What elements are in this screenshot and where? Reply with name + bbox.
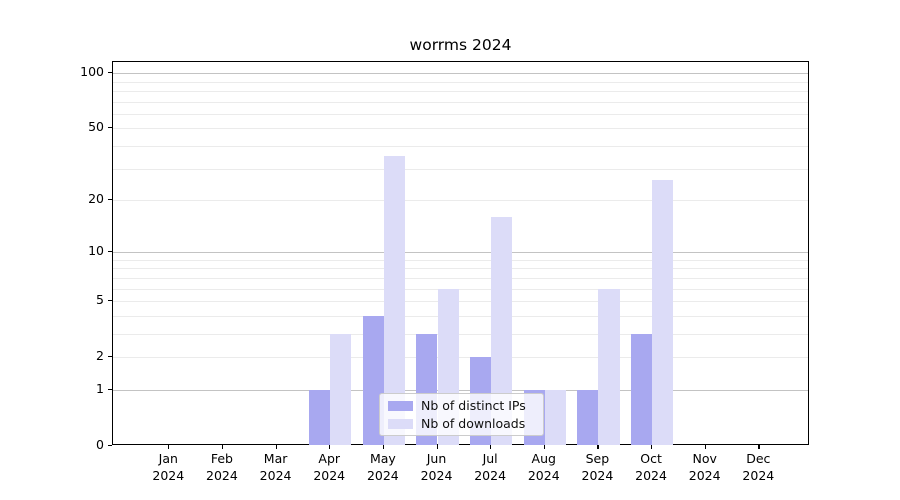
gridline-major — [113, 73, 808, 75]
x-tick-label: Feb 2024 — [206, 451, 238, 483]
legend: Nb of distinct IPs Nb of downloads — [379, 393, 544, 436]
gridline-minor — [113, 145, 808, 147]
gridline-minor — [113, 315, 808, 317]
x-tick-label: Jun 2024 — [420, 451, 453, 483]
bar-distinct-ips-oct — [630, 333, 653, 445]
x-tick-mark — [168, 445, 170, 449]
x-tick-mark — [543, 445, 545, 449]
y-tick-mark — [108, 72, 112, 74]
bar-downloads-apr — [330, 333, 352, 445]
x-tick-mark — [490, 445, 492, 449]
y-tick-label: 10 — [88, 243, 104, 259]
y-tick-label: 1 — [96, 380, 104, 396]
gridline-minor — [113, 81, 808, 83]
x-tick-label: May 2024 — [366, 451, 399, 483]
gridline-minor — [113, 259, 808, 261]
x-tick-mark — [597, 445, 599, 449]
x-tick-mark — [651, 445, 653, 449]
y-tick-label: 5 — [96, 292, 104, 308]
x-tick-mark — [704, 445, 706, 449]
y-tick-mark — [108, 127, 112, 129]
bar-downloads-sep — [598, 288, 620, 445]
bar-downloads-may — [383, 156, 406, 445]
x-tick-label: Jan 2024 — [152, 451, 185, 483]
x-tick-label: Oct 2024 — [635, 451, 667, 483]
gridline-major — [113, 389, 808, 391]
gridline-minor — [113, 288, 808, 290]
legend-entry-distinct-ips: Nb of distinct IPs — [388, 398, 535, 413]
gridline-minor — [113, 90, 808, 92]
y-tick-mark — [108, 388, 112, 391]
legend-label-distinct-ips: Nb of distinct IPs — [421, 398, 526, 413]
gridline-major — [113, 252, 808, 254]
bar-distinct-ips-may — [362, 315, 384, 445]
x-tick-mark — [382, 445, 385, 449]
gridline-minor — [113, 277, 808, 279]
plot-area — [112, 61, 809, 445]
y-tick-mark — [108, 199, 112, 201]
x-tick-label: Nov 2024 — [688, 451, 721, 483]
x-tick-label: Sep 2024 — [581, 451, 614, 483]
y-tick-label: 20 — [88, 191, 104, 206]
legend-swatch-distinct-ips — [388, 400, 413, 411]
x-tick-mark — [436, 445, 438, 449]
y-tick-mark — [108, 445, 112, 447]
bar-downloads-jul — [491, 217, 513, 445]
y-tick-label: 50 — [88, 119, 104, 135]
y-tick-label: 100 — [80, 64, 104, 80]
legend-swatch-downloads — [388, 418, 413, 429]
y-tick-label: 0 — [96, 437, 104, 452]
x-tick-label: Mar 2024 — [259, 451, 292, 483]
gridline-minor — [113, 357, 808, 359]
x-tick-label: Apr 2024 — [313, 451, 346, 483]
gridline-minor — [113, 113, 808, 115]
bar-downloads-aug — [544, 389, 566, 445]
bar-distinct-ips-sep — [577, 389, 599, 445]
y-tick-mark — [108, 300, 112, 302]
chart-title: worrms 2024 — [409, 36, 512, 54]
x-tick-label: Jul 2024 — [474, 451, 507, 483]
legend-entry-downloads: Nb of downloads — [388, 416, 535, 431]
x-tick-mark — [221, 445, 224, 449]
legend-label-downloads: Nb of downloads — [421, 416, 526, 431]
gridline-minor — [113, 128, 808, 130]
bar-downloads-oct — [652, 179, 674, 445]
gridline-minor — [113, 101, 808, 103]
x-tick-mark — [329, 445, 331, 449]
x-tick-label: Dec 2024 — [742, 451, 775, 483]
y-tick-mark — [108, 251, 112, 253]
x-tick-mark — [275, 445, 277, 449]
y-tick-mark — [108, 356, 112, 358]
gridline-minor — [113, 268, 808, 270]
gridline-minor — [113, 333, 808, 335]
gridline-minor — [113, 200, 808, 201]
gridline-minor — [113, 301, 808, 303]
bar-distinct-ips-apr — [309, 389, 331, 445]
gridline-minor — [113, 168, 808, 170]
y-tick-label: 2 — [96, 348, 104, 364]
x-tick-mark — [758, 445, 760, 449]
x-tick-label: Aug 2024 — [527, 451, 560, 483]
